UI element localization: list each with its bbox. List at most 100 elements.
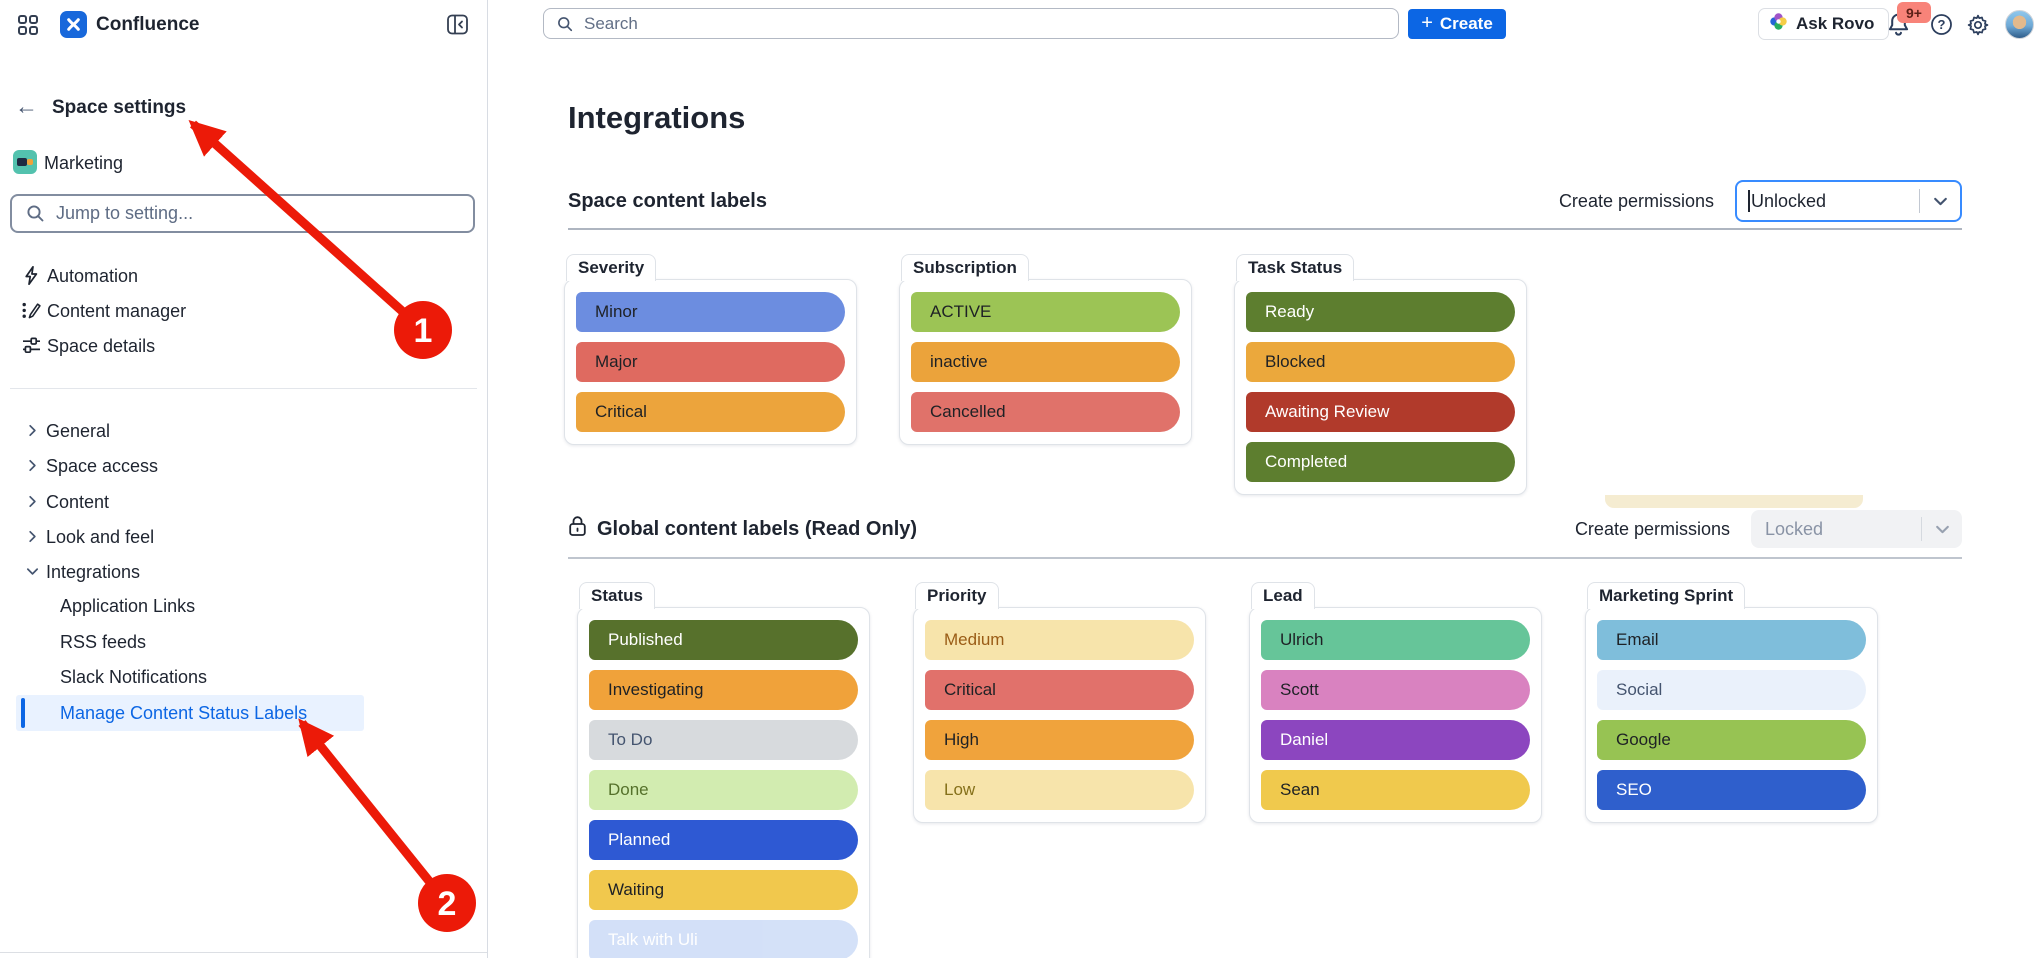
label-group-task-status: Task Status Ready Blocked Awaiting Review Co… [1234, 254, 1527, 495]
space-permissions-cluster: Create permissions Unlocked [1559, 180, 1962, 222]
select-divider [1919, 189, 1920, 213]
content-label-pill-scott[interactable]: Scott [1261, 670, 1530, 710]
content-label-pill-critical[interactable]: Critical [925, 670, 1194, 710]
sidebar-item-automation[interactable]: Automation [0, 259, 478, 293]
sidebar-section-space-access[interactable]: Space access [0, 449, 478, 483]
sidebar-item-space-details[interactable]: Space details [0, 329, 478, 363]
create-button[interactable]: + Create [1408, 9, 1506, 39]
section-divider [568, 557, 1962, 559]
sidebar-section-content[interactable]: Content [0, 485, 478, 519]
page-title: Integrations [568, 100, 746, 135]
label-group-title: Subscription [901, 254, 1029, 281]
space-settings-title: Space settings [52, 97, 187, 118]
select-divider [1921, 517, 1922, 541]
settings-gear-icon[interactable] [1966, 13, 1990, 37]
collapse-sidebar-icon[interactable] [446, 13, 469, 36]
rovo-icon [1769, 12, 1788, 36]
sidebar-section-integrations[interactable]: Integrations [0, 555, 478, 589]
jump-to-setting-search [10, 194, 475, 233]
content-label-pill-investigating[interactable]: Investigating [589, 670, 858, 710]
chevron-right-icon [25, 529, 40, 549]
bolt-icon [21, 265, 42, 286]
search-icon [556, 15, 574, 38]
sidebar-section-general[interactable]: General [0, 414, 478, 448]
create-permissions-select[interactable]: Unlocked [1735, 180, 1962, 222]
content-label-pill-minor[interactable]: Minor [576, 292, 845, 332]
create-permissions-select-disabled: Locked [1751, 510, 1962, 548]
content-label-pill-email[interactable]: Email [1597, 620, 1866, 660]
chevron-right-icon [25, 423, 40, 443]
content-label-pill-waiting[interactable]: Waiting [589, 870, 858, 910]
svg-text:?: ? [1938, 17, 1946, 32]
sliders-icon [21, 335, 42, 356]
chevron-down-icon[interactable] [1920, 193, 1960, 210]
space-row: Marketing [0, 147, 488, 179]
chevron-right-icon [25, 494, 40, 514]
global-labels-heading: Global content labels (Read Only) [568, 515, 917, 543]
content-label-pill-high[interactable]: High [925, 720, 1194, 760]
label-group-title: Marketing Sprint [1587, 582, 1746, 609]
chevron-right-icon [25, 458, 40, 478]
space-name: Marketing [44, 153, 124, 173]
content-label-pill-seo[interactable]: SEO [1597, 770, 1866, 810]
content-label-pill-awaiting-review[interactable]: Awaiting Review [1246, 392, 1515, 432]
create-permissions-label: Create permissions [1574, 518, 1730, 539]
sidebar-item-manage-content-status-labels[interactable]: Manage Content Status Labels [16, 695, 364, 731]
content-label-pill-major[interactable]: Major [576, 342, 845, 382]
user-avatar[interactable] [2005, 10, 2034, 39]
content-label-pill-sean[interactable]: Sean [1261, 770, 1530, 810]
app-name: Confluence [96, 14, 200, 35]
label-group-title: Lead [1251, 582, 1315, 609]
global-labels-header: Global content labels (Read Only) Create… [568, 509, 1962, 549]
content-label-pill-completed[interactable]: Completed [1246, 442, 1515, 482]
label-group-title: Task Status [1236, 254, 1355, 281]
help-icon[interactable]: ? [1930, 13, 1953, 36]
chevron-down-icon [25, 564, 40, 584]
content-label-pill-critical[interactable]: Critical [576, 392, 845, 432]
space-settings-back-row[interactable]: ← Space settings [0, 90, 488, 126]
label-group-lead: Lead Ulrich Scott Daniel Sean [1249, 582, 1542, 823]
content-manager-icon [21, 300, 42, 321]
global-search-input[interactable] [543, 8, 1399, 39]
space-labels-header: Space content labels Create permissions … [568, 180, 1962, 222]
space-labels-heading: Space content labels [568, 189, 767, 212]
content-label-pill-talk-with-uli[interactable]: Talk with Uli [589, 920, 858, 958]
sidebar-item-content-manager[interactable]: Content manager [0, 294, 478, 328]
sidebar-section-look-and-feel[interactable]: Look and feel [0, 520, 478, 554]
global-label-groups: Status Published Investigating To Do Done Pla… [577, 581, 1878, 958]
label-group-marketing-sprint: Marketing Sprint Email Social Google SEO [1585, 582, 1878, 823]
label-group-status: Status Published Investigating To Do Done Pla… [577, 582, 870, 958]
content-label-pill-blocked[interactable]: Blocked [1246, 342, 1515, 382]
chevron-down-icon [1922, 521, 1962, 538]
jump-to-setting-input[interactable] [10, 194, 475, 233]
content-label-pill-ulrich[interactable]: Ulrich [1261, 620, 1530, 660]
space-avatar-icon [13, 150, 37, 174]
content-label-pill-google[interactable]: Google [1597, 720, 1866, 760]
content-label-pill-planned[interactable]: Planned [589, 820, 858, 860]
content-label-pill-low[interactable]: Low [925, 770, 1194, 810]
content-label-pill-cancelled[interactable]: Cancelled [911, 392, 1180, 432]
sidebar-item-slack-notifications[interactable]: Slack Notifications [60, 667, 208, 687]
back-arrow-icon[interactable]: ← [15, 93, 38, 119]
create-permissions-label: Create permissions [1558, 190, 1714, 211]
content-label-pill-medium[interactable]: Medium [925, 620, 1194, 660]
clipped-label-fragment [1605, 495, 1863, 508]
content-label-pill-ready[interactable]: Ready [1246, 292, 1515, 332]
text-caret [1748, 190, 1750, 212]
content-label-pill-active[interactable]: ACTIVE [911, 292, 1180, 332]
content-label-pill-daniel[interactable]: Daniel [1261, 720, 1530, 760]
ask-rovo-button[interactable]: Ask Rovo [1758, 8, 1890, 40]
topbar-left: Confluence [0, 0, 488, 48]
label-group-title: Status [579, 582, 655, 609]
search-icon [25, 203, 46, 229]
sidebar-item-rss-feeds[interactable]: RSS feeds [60, 632, 147, 652]
sidebar-item-application-links[interactable]: Application Links [60, 596, 196, 616]
app-grid-icon[interactable] [17, 14, 39, 36]
confluence-logo-icon[interactable] [60, 11, 87, 38]
label-group-subscription: Subscription ACTIVE inactive Cancelled [899, 254, 1192, 445]
content-label-pill-inactive[interactable]: inactive [911, 342, 1180, 382]
content-label-pill-published[interactable]: Published [589, 620, 858, 660]
content-label-pill-social[interactable]: Social [1597, 670, 1866, 710]
content-label-pill-to-do[interactable]: To Do [589, 720, 858, 760]
content-label-pill-done[interactable]: Done [589, 770, 858, 810]
